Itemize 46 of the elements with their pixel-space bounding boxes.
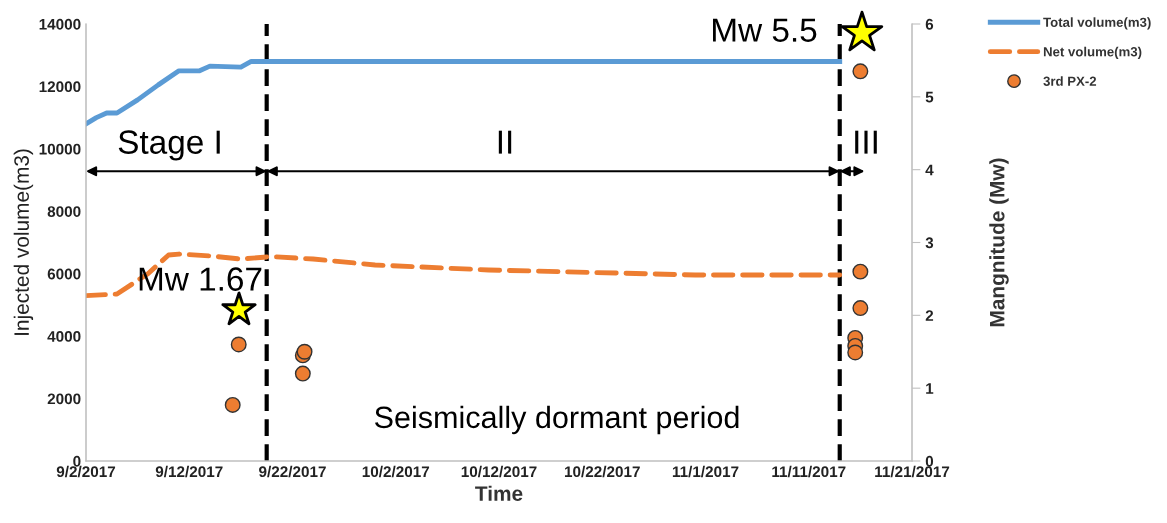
x-tick-label: 11/11/2017 [772,465,846,478]
y2-tick-label: 2 [925,310,934,321]
annotation: Seismically dormant period [374,405,739,435]
y-tick-label: 12000 [39,81,81,93]
y-tick-label: 2000 [47,393,81,405]
x-tick-label: 10/12/2017 [461,465,537,478]
y2-axis-title: Mangnitude (Mw) [989,158,1009,327]
y2-tick-label: 1 [926,383,934,394]
point [852,263,869,280]
point [224,396,241,413]
x-tick-label: 11/21/2017 [875,465,950,478]
annotation: Mw 1.67 [139,267,262,291]
x-tick-label: 11/1/2017 [672,465,739,478]
legend-label: Net volume(m3) [1043,46,1142,60]
y2-tick-label: 3 [925,237,934,249]
legend-label: 3rd PX-2 [1043,76,1097,86]
y2-tick-label: 0 [925,455,934,467]
line-series [86,59,843,127]
annotation: Mw 5.5 [713,18,817,42]
x-tick-label: 9/12/2017 [155,465,223,478]
point [296,343,313,360]
annotation: III [855,130,877,154]
point [294,365,311,382]
point [852,300,869,317]
point [847,344,864,361]
x-tick-label: 9/2/2017 [56,465,116,478]
x-axis-title: Time [475,485,523,501]
x-tick-label: 9/22/2017 [259,465,326,478]
x-tick-label: 10/22/2017 [564,465,640,478]
x-tick-label: 10/2/2017 [362,465,430,478]
annotation: Stage I [118,130,220,161]
y-tick-label: 4000 [47,331,81,342]
y2-tick-label: 4 [925,164,934,176]
point [230,336,247,353]
y-tick-label: 8000 [47,206,81,217]
y2-tick-label: 6 [925,18,934,30]
line-series [86,251,843,298]
y-axis-title: Injected volume(m3) [13,149,34,335]
annotation: II [498,130,512,154]
y-tick-label: 0 [73,455,81,467]
y2-tick-label: 5 [925,91,934,103]
point [852,63,869,80]
y-tick-label: 14000 [39,18,81,30]
y-tick-label: 10000 [39,143,81,155]
y-tick-label: 6000 [47,268,81,280]
legend-label: Total volume(m3) [1043,17,1151,30]
